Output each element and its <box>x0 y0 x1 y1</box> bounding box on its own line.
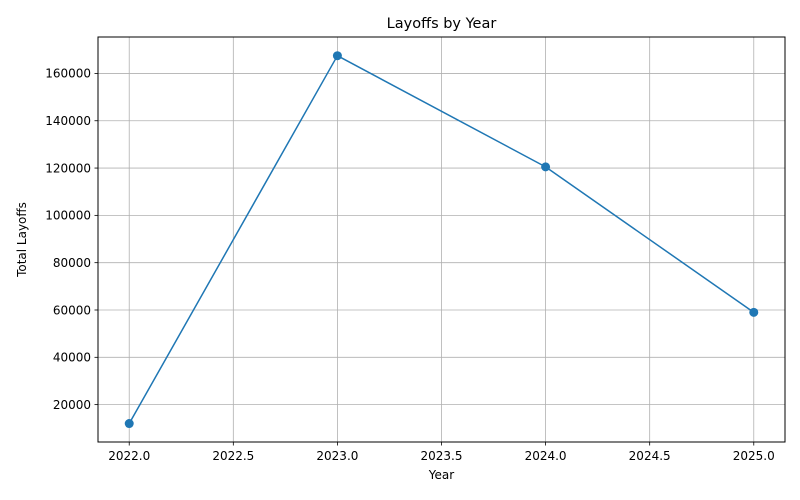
y-axis-title: Total Layoffs <box>15 202 29 278</box>
x-tick-label: 2024.5 <box>629 449 671 463</box>
data-points <box>124 51 759 429</box>
y-tick-label: 20000 <box>53 398 91 412</box>
chart-title: Layoffs by Year <box>387 16 497 32</box>
x-tick-label: 2022.0 <box>108 449 150 463</box>
grid <box>98 37 785 442</box>
x-tick-label: 2025.0 <box>733 449 775 463</box>
data-point <box>541 162 551 172</box>
data-point <box>332 51 342 61</box>
y-tick-label: 80000 <box>53 256 91 270</box>
x-axis-ticks: 2022.0 2022.5 2023.0 2023.5 2024.0 2024.5 2025… <box>108 442 775 463</box>
y-axis-ticks: 20000 40000 60000 80000 100000 120000 140000 16… <box>45 67 98 412</box>
x-tick-label: 2023.0 <box>316 449 358 463</box>
x-tick-label: 2024.0 <box>525 449 567 463</box>
x-tick-label: 2023.5 <box>421 449 463 463</box>
series-line <box>128 54 755 424</box>
y-tick-label: 140000 <box>45 114 91 128</box>
data-point <box>124 419 134 429</box>
x-axis-title: Year <box>428 468 454 482</box>
series-line-layer <box>128 54 755 424</box>
y-tick-label: 120000 <box>45 161 91 175</box>
y-tick-label: 40000 <box>53 351 91 365</box>
y-tick-label: 100000 <box>45 209 91 223</box>
x-tick-label: 2022.5 <box>212 449 254 463</box>
data-point <box>749 307 759 317</box>
y-tick-label: 160000 <box>45 67 91 81</box>
y-tick-label: 60000 <box>53 303 91 317</box>
